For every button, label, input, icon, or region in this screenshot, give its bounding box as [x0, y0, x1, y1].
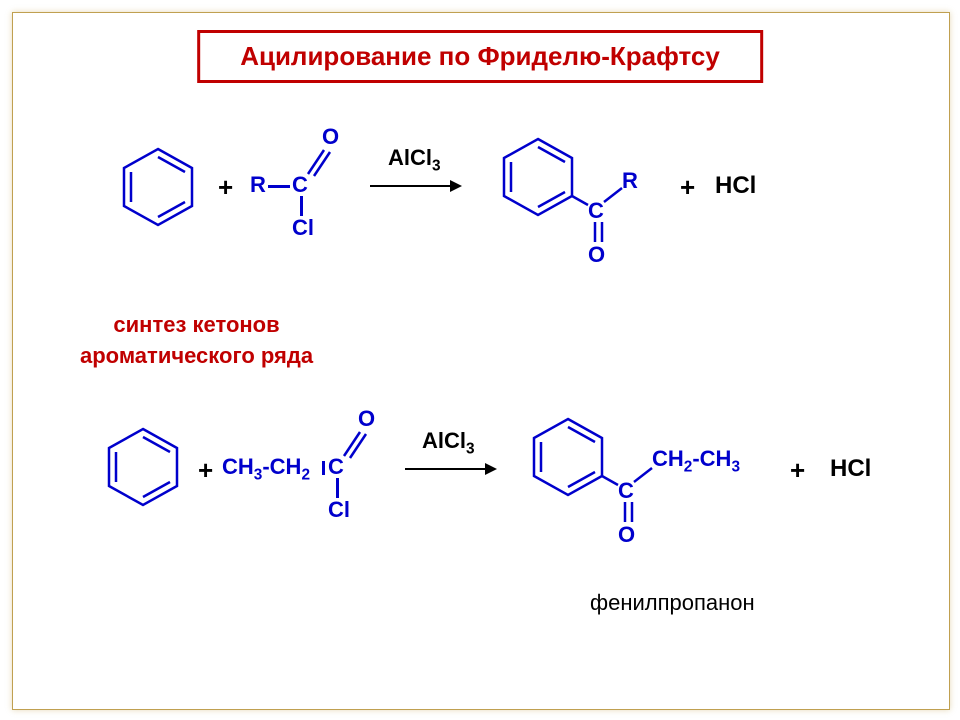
reaction-arrow-2 [405, 468, 495, 470]
ethyl-chain: CH3-CH2 [222, 454, 310, 484]
product-name: фенилпропанон [590, 590, 755, 616]
byproduct-1: HCl [715, 172, 756, 200]
slide-title: Ацилирование по Фриделю-Крафтсу [240, 41, 720, 71]
plus-1b: + [680, 172, 695, 203]
benzene-product-1 [500, 135, 590, 229]
plus-2b: + [790, 455, 805, 486]
reaction-arrow-1 [370, 185, 460, 187]
byproduct-2: HCl [830, 455, 871, 483]
oxygen-prod2: O [618, 522, 635, 548]
title-box: Ацилирование по Фриделю-Крафтсу [197, 30, 763, 83]
benzene-product-2 [530, 415, 620, 509]
subtitle-line1: синтез кетонов [80, 310, 313, 341]
catalyst-2: AlCl3 [422, 428, 475, 458]
benzene-reactant-2 [105, 425, 181, 509]
oxygen-prod: O [588, 242, 605, 268]
oxygen: O [322, 124, 339, 150]
plus-2a: + [198, 455, 213, 486]
ethyl-chain-prod: CH2-CH3 [652, 446, 740, 476]
bond-c-cl-2 [336, 478, 339, 498]
plus-1a: + [218, 172, 233, 203]
r-group: R [250, 172, 266, 198]
oxygen-2: O [358, 406, 375, 432]
dbond-co-prod [591, 220, 607, 244]
chlorine-2: Cl [328, 497, 350, 523]
chlorine: Cl [292, 215, 314, 241]
catalyst-1: AlCl3 [388, 145, 441, 175]
bond-c-cl [300, 196, 303, 216]
subtitle: синтез кетонов ароматического ряда [80, 310, 313, 372]
dbond-co-prod2 [621, 500, 637, 524]
bond-r-c [268, 185, 290, 188]
subtitle-line2: ароматического ряда [80, 341, 313, 372]
benzene-reactant-1 [120, 145, 196, 229]
r-prod: R [622, 168, 638, 194]
bond-chain-c [322, 461, 325, 475]
